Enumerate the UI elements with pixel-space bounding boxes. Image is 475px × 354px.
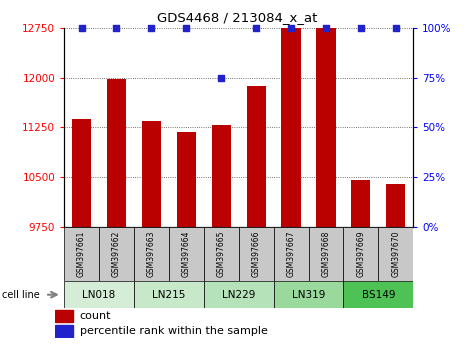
Text: GSM397665: GSM397665 bbox=[217, 231, 226, 277]
Text: GSM397668: GSM397668 bbox=[322, 231, 331, 277]
Point bbox=[78, 25, 86, 31]
Bar bbox=[55, 310, 73, 321]
Point bbox=[357, 25, 365, 31]
Point bbox=[182, 25, 190, 31]
Text: GSM397662: GSM397662 bbox=[112, 231, 121, 277]
Bar bbox=[177, 132, 196, 227]
Text: LN319: LN319 bbox=[292, 290, 325, 300]
Text: GSM397670: GSM397670 bbox=[391, 231, 400, 277]
Bar bbox=[169, 227, 204, 281]
Bar bbox=[238, 227, 274, 281]
Text: LN018: LN018 bbox=[83, 290, 116, 300]
Text: GDS4468 / 213084_x_at: GDS4468 / 213084_x_at bbox=[157, 11, 318, 24]
Bar bbox=[386, 184, 405, 227]
Bar bbox=[204, 227, 238, 281]
Bar bbox=[107, 79, 126, 227]
Text: GSM397663: GSM397663 bbox=[147, 231, 156, 277]
Point bbox=[148, 25, 155, 31]
Text: BS149: BS149 bbox=[361, 290, 395, 300]
Point bbox=[287, 25, 295, 31]
Text: GSM397666: GSM397666 bbox=[252, 231, 261, 277]
Text: LN215: LN215 bbox=[152, 290, 186, 300]
Bar bbox=[352, 179, 370, 227]
Bar bbox=[99, 227, 134, 281]
Bar bbox=[212, 125, 231, 227]
Bar bbox=[134, 281, 204, 308]
Bar bbox=[379, 227, 413, 281]
Text: LN229: LN229 bbox=[222, 290, 256, 300]
Bar bbox=[204, 281, 274, 308]
Text: cell line: cell line bbox=[2, 290, 40, 300]
Bar bbox=[274, 281, 343, 308]
Text: GSM397661: GSM397661 bbox=[77, 231, 86, 277]
Bar bbox=[55, 325, 73, 337]
Bar bbox=[309, 227, 343, 281]
Text: GSM397669: GSM397669 bbox=[356, 231, 365, 277]
Bar bbox=[247, 86, 266, 227]
Text: GSM397667: GSM397667 bbox=[286, 231, 295, 277]
Bar bbox=[72, 119, 91, 227]
Point bbox=[218, 75, 225, 81]
Point bbox=[392, 25, 399, 31]
Point bbox=[252, 25, 260, 31]
Bar bbox=[274, 227, 309, 281]
Bar bbox=[343, 227, 379, 281]
Bar bbox=[343, 281, 413, 308]
Point bbox=[322, 25, 330, 31]
Text: percentile rank within the sample: percentile rank within the sample bbox=[80, 326, 267, 336]
Text: GSM397664: GSM397664 bbox=[182, 231, 191, 277]
Bar bbox=[142, 121, 161, 227]
Bar bbox=[64, 227, 99, 281]
Point bbox=[113, 25, 120, 31]
Bar bbox=[282, 28, 301, 227]
Bar bbox=[134, 227, 169, 281]
Bar bbox=[64, 281, 134, 308]
Bar bbox=[316, 28, 335, 227]
Text: count: count bbox=[80, 311, 111, 321]
